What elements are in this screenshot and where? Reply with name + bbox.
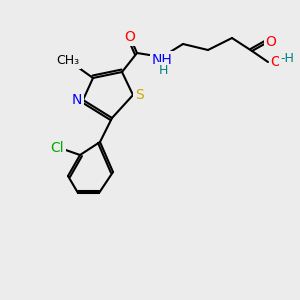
Text: CH₃: CH₃: [56, 55, 80, 68]
Text: O: O: [270, 55, 281, 69]
Text: N: N: [72, 93, 82, 107]
Text: Cl: Cl: [50, 141, 64, 155]
Text: S: S: [135, 88, 143, 102]
Text: O: O: [124, 30, 135, 44]
Text: NH: NH: [152, 53, 172, 67]
Text: -H: -H: [280, 52, 294, 65]
Text: H: H: [158, 64, 168, 76]
Text: O: O: [266, 35, 276, 49]
